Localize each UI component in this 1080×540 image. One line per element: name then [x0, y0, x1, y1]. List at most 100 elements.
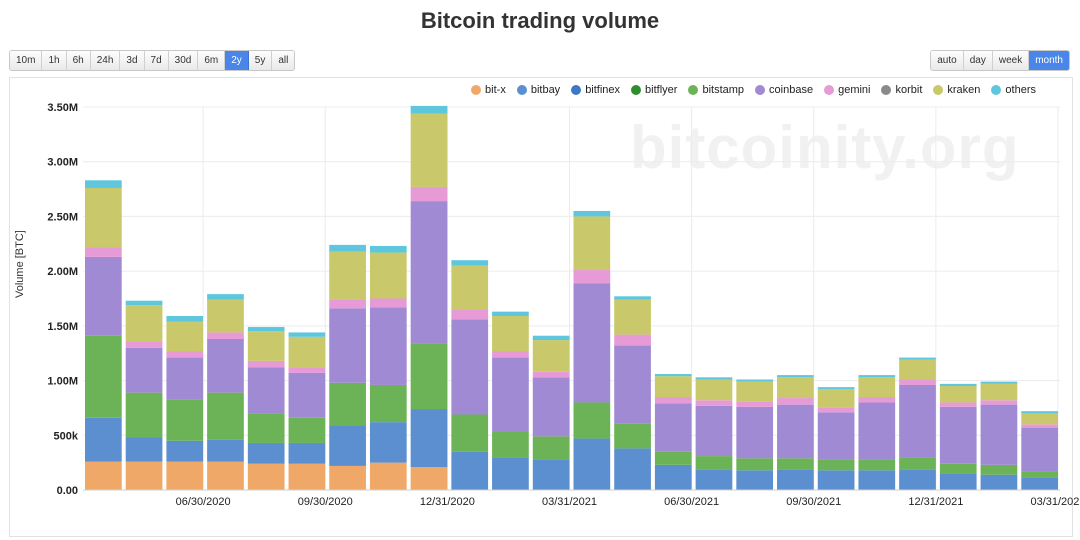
bar-segment-bitstamp[interactable]	[166, 399, 204, 441]
bar-segment-gemini[interactable]	[614, 334, 651, 346]
bar-segment-bitstamp[interactable]	[451, 414, 489, 452]
bar-segment-bit-x[interactable]	[85, 461, 122, 490]
bar-segment-kraken[interactable]	[85, 187, 122, 248]
bar-segment-coinbase[interactable]	[817, 412, 855, 460]
bar-segment-bitbay[interactable]	[899, 469, 936, 490]
range-7d-button[interactable]: 7d	[144, 51, 169, 70]
bar-segment-gemini[interactable]	[492, 351, 529, 358]
bar-segment-bitbay[interactable]	[492, 457, 529, 490]
bar-segment-kraken[interactable]	[247, 331, 285, 361]
bar-segment-kraken[interactable]	[817, 389, 855, 408]
bar-segment-coinbase[interactable]	[166, 357, 204, 400]
bar-segment-coinbase[interactable]	[1021, 427, 1058, 472]
bar-segment-coinbase[interactable]	[451, 319, 489, 415]
bar-segment-kraken[interactable]	[125, 305, 163, 342]
bar-segment-kraken[interactable]	[858, 377, 896, 397]
legend-item-bitflyer[interactable]: bitflyer	[631, 84, 677, 96]
bar-segment-gemini[interactable]	[247, 360, 285, 368]
bar-segment-bitstamp[interactable]	[614, 423, 651, 449]
bar-segment-bitstamp[interactable]	[899, 457, 936, 470]
bar-segment-bitstamp[interactable]	[329, 382, 366, 426]
bar-segment-coinbase[interactable]	[614, 345, 651, 424]
bar-segment-bitbay[interactable]	[451, 451, 489, 490]
bar-segment-others[interactable]	[573, 210, 611, 217]
bar-segment-gemini[interactable]	[980, 400, 1018, 405]
bar-segment-bitstamp[interactable]	[939, 463, 977, 474]
bar-segment-gemini[interactable]	[329, 299, 366, 309]
bar-segment-gemini[interactable]	[736, 401, 774, 407]
bar-segment-others[interactable]	[858, 375, 896, 378]
bar-segment-bitstamp[interactable]	[777, 458, 814, 470]
bar-segment-bitstamp[interactable]	[247, 413, 285, 443]
bar-segment-bit-x[interactable]	[410, 467, 448, 490]
bar-segment-gemini[interactable]	[410, 186, 448, 202]
bar-segment-coinbase[interactable]	[858, 402, 896, 460]
bar-segment-coinbase[interactable]	[777, 404, 814, 459]
bar-segment-bitbay[interactable]	[410, 409, 448, 468]
bar-segment-bitbay[interactable]	[858, 470, 896, 490]
bar-segment-others[interactable]	[1021, 411, 1058, 414]
bar-segment-coinbase[interactable]	[247, 367, 285, 414]
bar-segment-coinbase[interactable]	[695, 405, 733, 457]
bar-segment-others[interactable]	[899, 357, 936, 360]
legend-item-bitstamp[interactable]: bitstamp	[688, 84, 744, 96]
bar-segment-gemini[interactable]	[85, 247, 122, 257]
bar-segment-bitstamp[interactable]	[532, 436, 570, 460]
bar-segment-bitbay[interactable]	[573, 438, 611, 490]
bar-segment-others[interactable]	[85, 180, 122, 188]
bar-segment-gemini[interactable]	[695, 400, 733, 406]
bar-segment-gemini[interactable]	[654, 396, 692, 404]
bar-segment-coinbase[interactable]	[207, 338, 244, 393]
bar-segment-gemini[interactable]	[899, 379, 936, 385]
bar-segment-bitbay[interactable]	[939, 473, 977, 490]
bar-segment-bitstamp[interactable]	[288, 417, 326, 443]
bar-segment-others[interactable]	[247, 326, 285, 332]
bar-segment-bit-x[interactable]	[125, 461, 163, 490]
bar-segment-kraken[interactable]	[899, 359, 936, 380]
bar-segment-kraken[interactable]	[207, 299, 244, 333]
bar-segment-gemini[interactable]	[573, 270, 611, 284]
bar-segment-bitstamp[interactable]	[1021, 471, 1058, 478]
bar-segment-gemini[interactable]	[858, 396, 896, 403]
bar-segment-others[interactable]	[980, 381, 1018, 384]
range-5y-button[interactable]: 5y	[248, 51, 273, 70]
bar-segment-kraken[interactable]	[654, 376, 692, 397]
bar-segment-gemini[interactable]	[125, 341, 163, 348]
bar-segment-bit-x[interactable]	[166, 461, 204, 490]
bar-segment-bitbay[interactable]	[166, 440, 204, 462]
bar-segment-others[interactable]	[288, 332, 326, 337]
bar-segment-others[interactable]	[532, 335, 570, 341]
legend-item-bitbay[interactable]: bitbay	[516, 84, 560, 96]
bar-segment-kraken[interactable]	[492, 316, 529, 352]
bar-segment-bitstamp[interactable]	[573, 402, 611, 439]
range-2y-button[interactable]: 2y	[225, 51, 249, 70]
resolution-week-button[interactable]: week	[992, 51, 1030, 70]
bar-segment-kraken[interactable]	[329, 251, 366, 300]
bar-segment-kraken[interactable]	[939, 386, 977, 403]
range-1h-button[interactable]: 1h	[42, 51, 67, 70]
bar-segment-bitbay[interactable]	[614, 448, 651, 490]
bar-segment-bitbay[interactable]	[777, 469, 814, 490]
bar-segment-gemini[interactable]	[288, 367, 326, 373]
bar-segment-coinbase[interactable]	[573, 283, 611, 403]
bar-segment-coinbase[interactable]	[369, 307, 407, 385]
bar-segment-gemini[interactable]	[1021, 424, 1058, 428]
bar-segment-others[interactable]	[207, 294, 244, 300]
bar-segment-others[interactable]	[125, 300, 163, 306]
bar-segment-others[interactable]	[695, 377, 733, 380]
legend-item-kraken[interactable]: kraken	[933, 84, 980, 96]
bar-segment-bitbay[interactable]	[1021, 477, 1058, 490]
bar-segment-bitbay[interactable]	[125, 437, 163, 462]
bar-segment-gemini[interactable]	[532, 371, 570, 378]
bar-segment-bitstamp[interactable]	[654, 451, 692, 465]
bar-segment-kraken[interactable]	[614, 299, 651, 335]
range-10m-button[interactable]: 10m	[10, 51, 43, 70]
bar-segment-others[interactable]	[654, 374, 692, 377]
bar-segment-bitbay[interactable]	[329, 425, 366, 466]
range-all-button[interactable]: all	[272, 51, 295, 70]
legend-item-gemini[interactable]: gemini	[824, 84, 870, 96]
bar-segment-gemini[interactable]	[166, 351, 204, 358]
range-3d-button[interactable]: 3d	[120, 51, 145, 70]
bar-segment-others[interactable]	[939, 383, 977, 387]
bar-segment-bit-x[interactable]	[207, 461, 244, 490]
